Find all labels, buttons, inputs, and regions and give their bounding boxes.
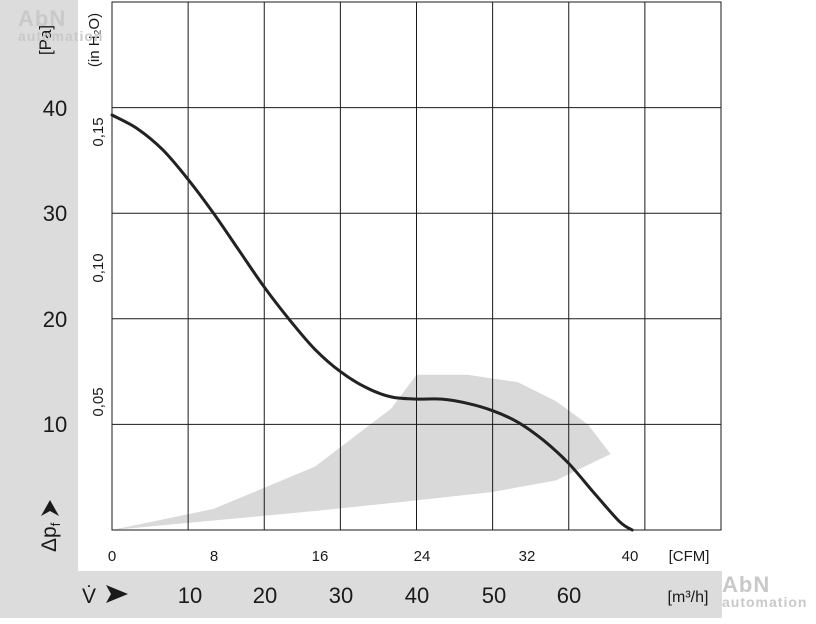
x-axis-band: [78, 571, 722, 618]
x-axis-arrow-icon: [106, 585, 128, 603]
y-axis-arrow-icon: [41, 500, 59, 516]
y-tick-20: 20: [43, 307, 67, 332]
y-tick-40: 40: [43, 96, 67, 121]
watermark-brand-sub: automation: [18, 28, 104, 44]
y-tick-30: 30: [43, 201, 67, 226]
x-tick-24: 24: [414, 548, 431, 565]
watermark-brand: AbN: [722, 572, 771, 597]
watermark-brand-sub: automation: [722, 594, 808, 610]
x-tick-0: 0: [108, 548, 116, 565]
plot-frame: [111, 1, 722, 531]
x-tick-alt-20: 20: [253, 583, 277, 608]
x-tick-alt-10: 10: [178, 583, 202, 608]
y-axis-band: [0, 0, 78, 618]
x-tick-alt-30: 30: [329, 583, 353, 608]
curve-layer: [110, 113, 634, 532]
x-tick-alt-60: 60: [557, 583, 581, 608]
watermark-bottom: AbN automation: [722, 572, 807, 610]
x-tick-16: 16: [312, 548, 329, 565]
x-tick-alt-40: 40: [405, 583, 429, 608]
x-unit-alt-label: [m³/h]: [668, 589, 709, 606]
watermark-top: AbN automation: [18, 6, 103, 44]
svg-text:Δpf: Δpf: [38, 522, 63, 552]
x-tick-alt-50: 50: [482, 583, 506, 608]
y-tick-10: 10: [43, 412, 67, 437]
y-tick-alt-010: 0,10: [90, 253, 107, 282]
x-tick-40: 40: [622, 548, 639, 565]
x-tick-8: 8: [210, 548, 218, 565]
y-axis-symbol: Δpf: [38, 500, 63, 552]
y-unit-alt-label: (in H₂O): [86, 13, 103, 67]
y-tick-alt-015: 0,15: [90, 117, 107, 146]
operating-region: [112, 374, 611, 530]
y-unit-label: [Pa]: [36, 25, 55, 55]
watermark-brand: AbN: [18, 6, 67, 31]
pressure-curve: [110, 113, 634, 532]
x-tick-32: 32: [519, 548, 536, 565]
operating-region-layer: [112, 374, 611, 530]
y-tick-alt-005: 0,05: [90, 387, 107, 416]
x-axis-symbol: V̇: [82, 585, 96, 608]
grid-layer: [111, 1, 722, 531]
x-unit-label: [CFM]: [669, 548, 710, 565]
